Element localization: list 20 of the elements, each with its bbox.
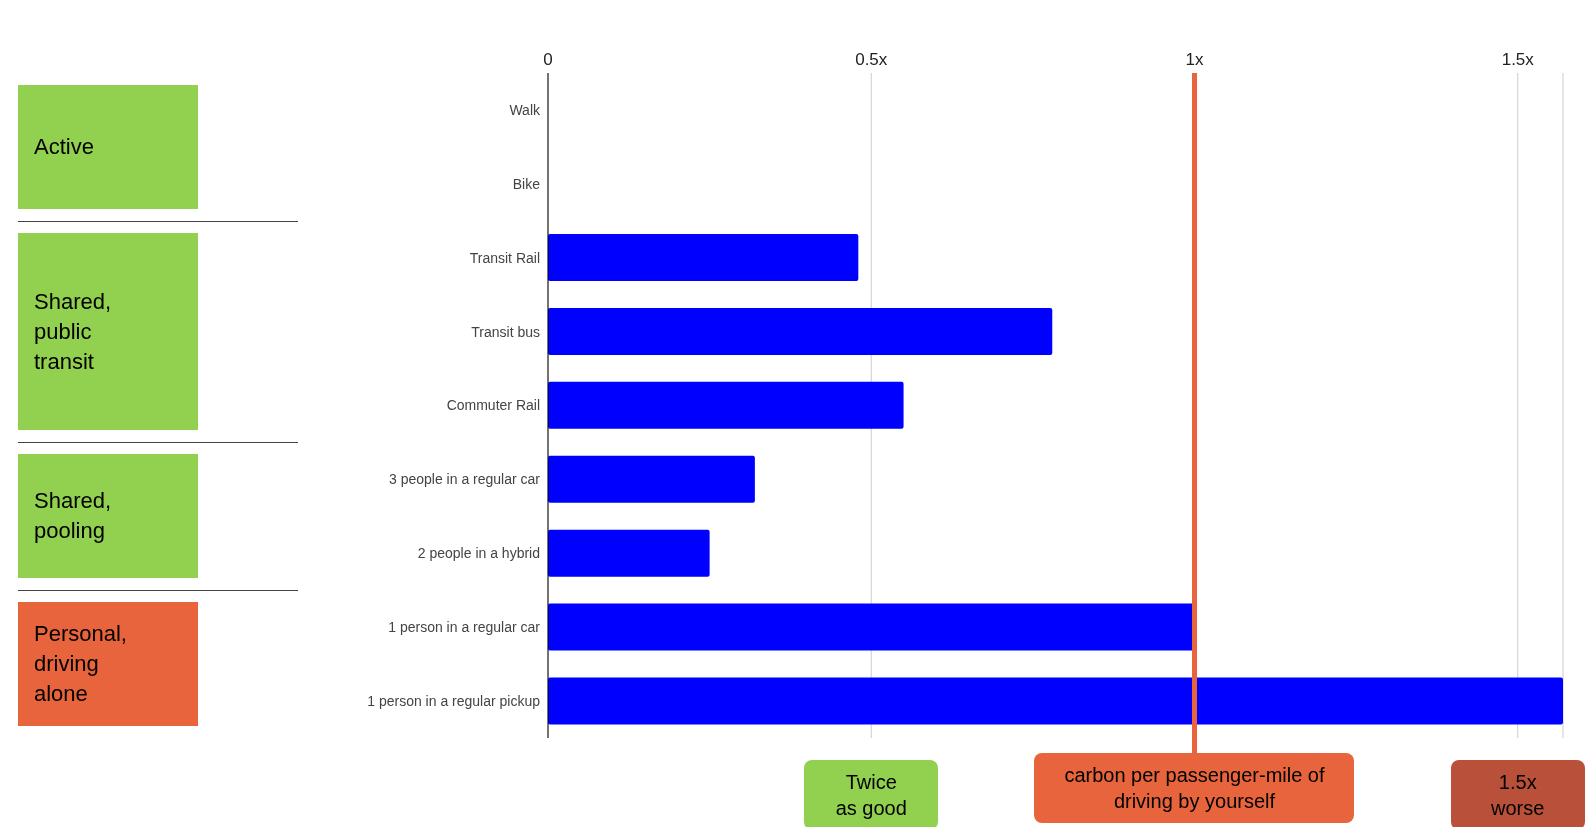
y-tick-label: 1 person in a regular car: [388, 619, 541, 636]
text: Twice as good: [804, 760, 939, 827]
text: Personal, driving alone: [34, 620, 128, 709]
y-tick-label: 2 people in a hybrid: [417, 545, 540, 562]
text: Shared, pooling: [34, 487, 113, 546]
y-tick-label: Commuter Rail: [446, 397, 540, 414]
text: 1.5x worse: [1450, 760, 1585, 827]
x-tick-label: 0: [543, 50, 553, 69]
x-tick-label: 0.5x: [855, 50, 888, 69]
y-tick-label: Bike: [512, 175, 541, 192]
text: Shared, public transit: [34, 287, 113, 376]
y-tick-label: 3 people in a regular car: [389, 471, 541, 488]
ref-line-label: carbon per passenger-mile of driving by yourself: [1034, 753, 1355, 823]
y-tick-label: 1 person in a regular pickup: [367, 693, 541, 710]
text: Active: [34, 132, 95, 161]
y-tick-label: Transit bus: [471, 323, 540, 340]
y-tick-label: Walk: [509, 101, 541, 118]
x-tick-label: 1x: [1185, 50, 1204, 69]
y-tick-label: Transit Rail: [469, 249, 540, 266]
x-tick-label: 1.5x: [1501, 50, 1535, 69]
